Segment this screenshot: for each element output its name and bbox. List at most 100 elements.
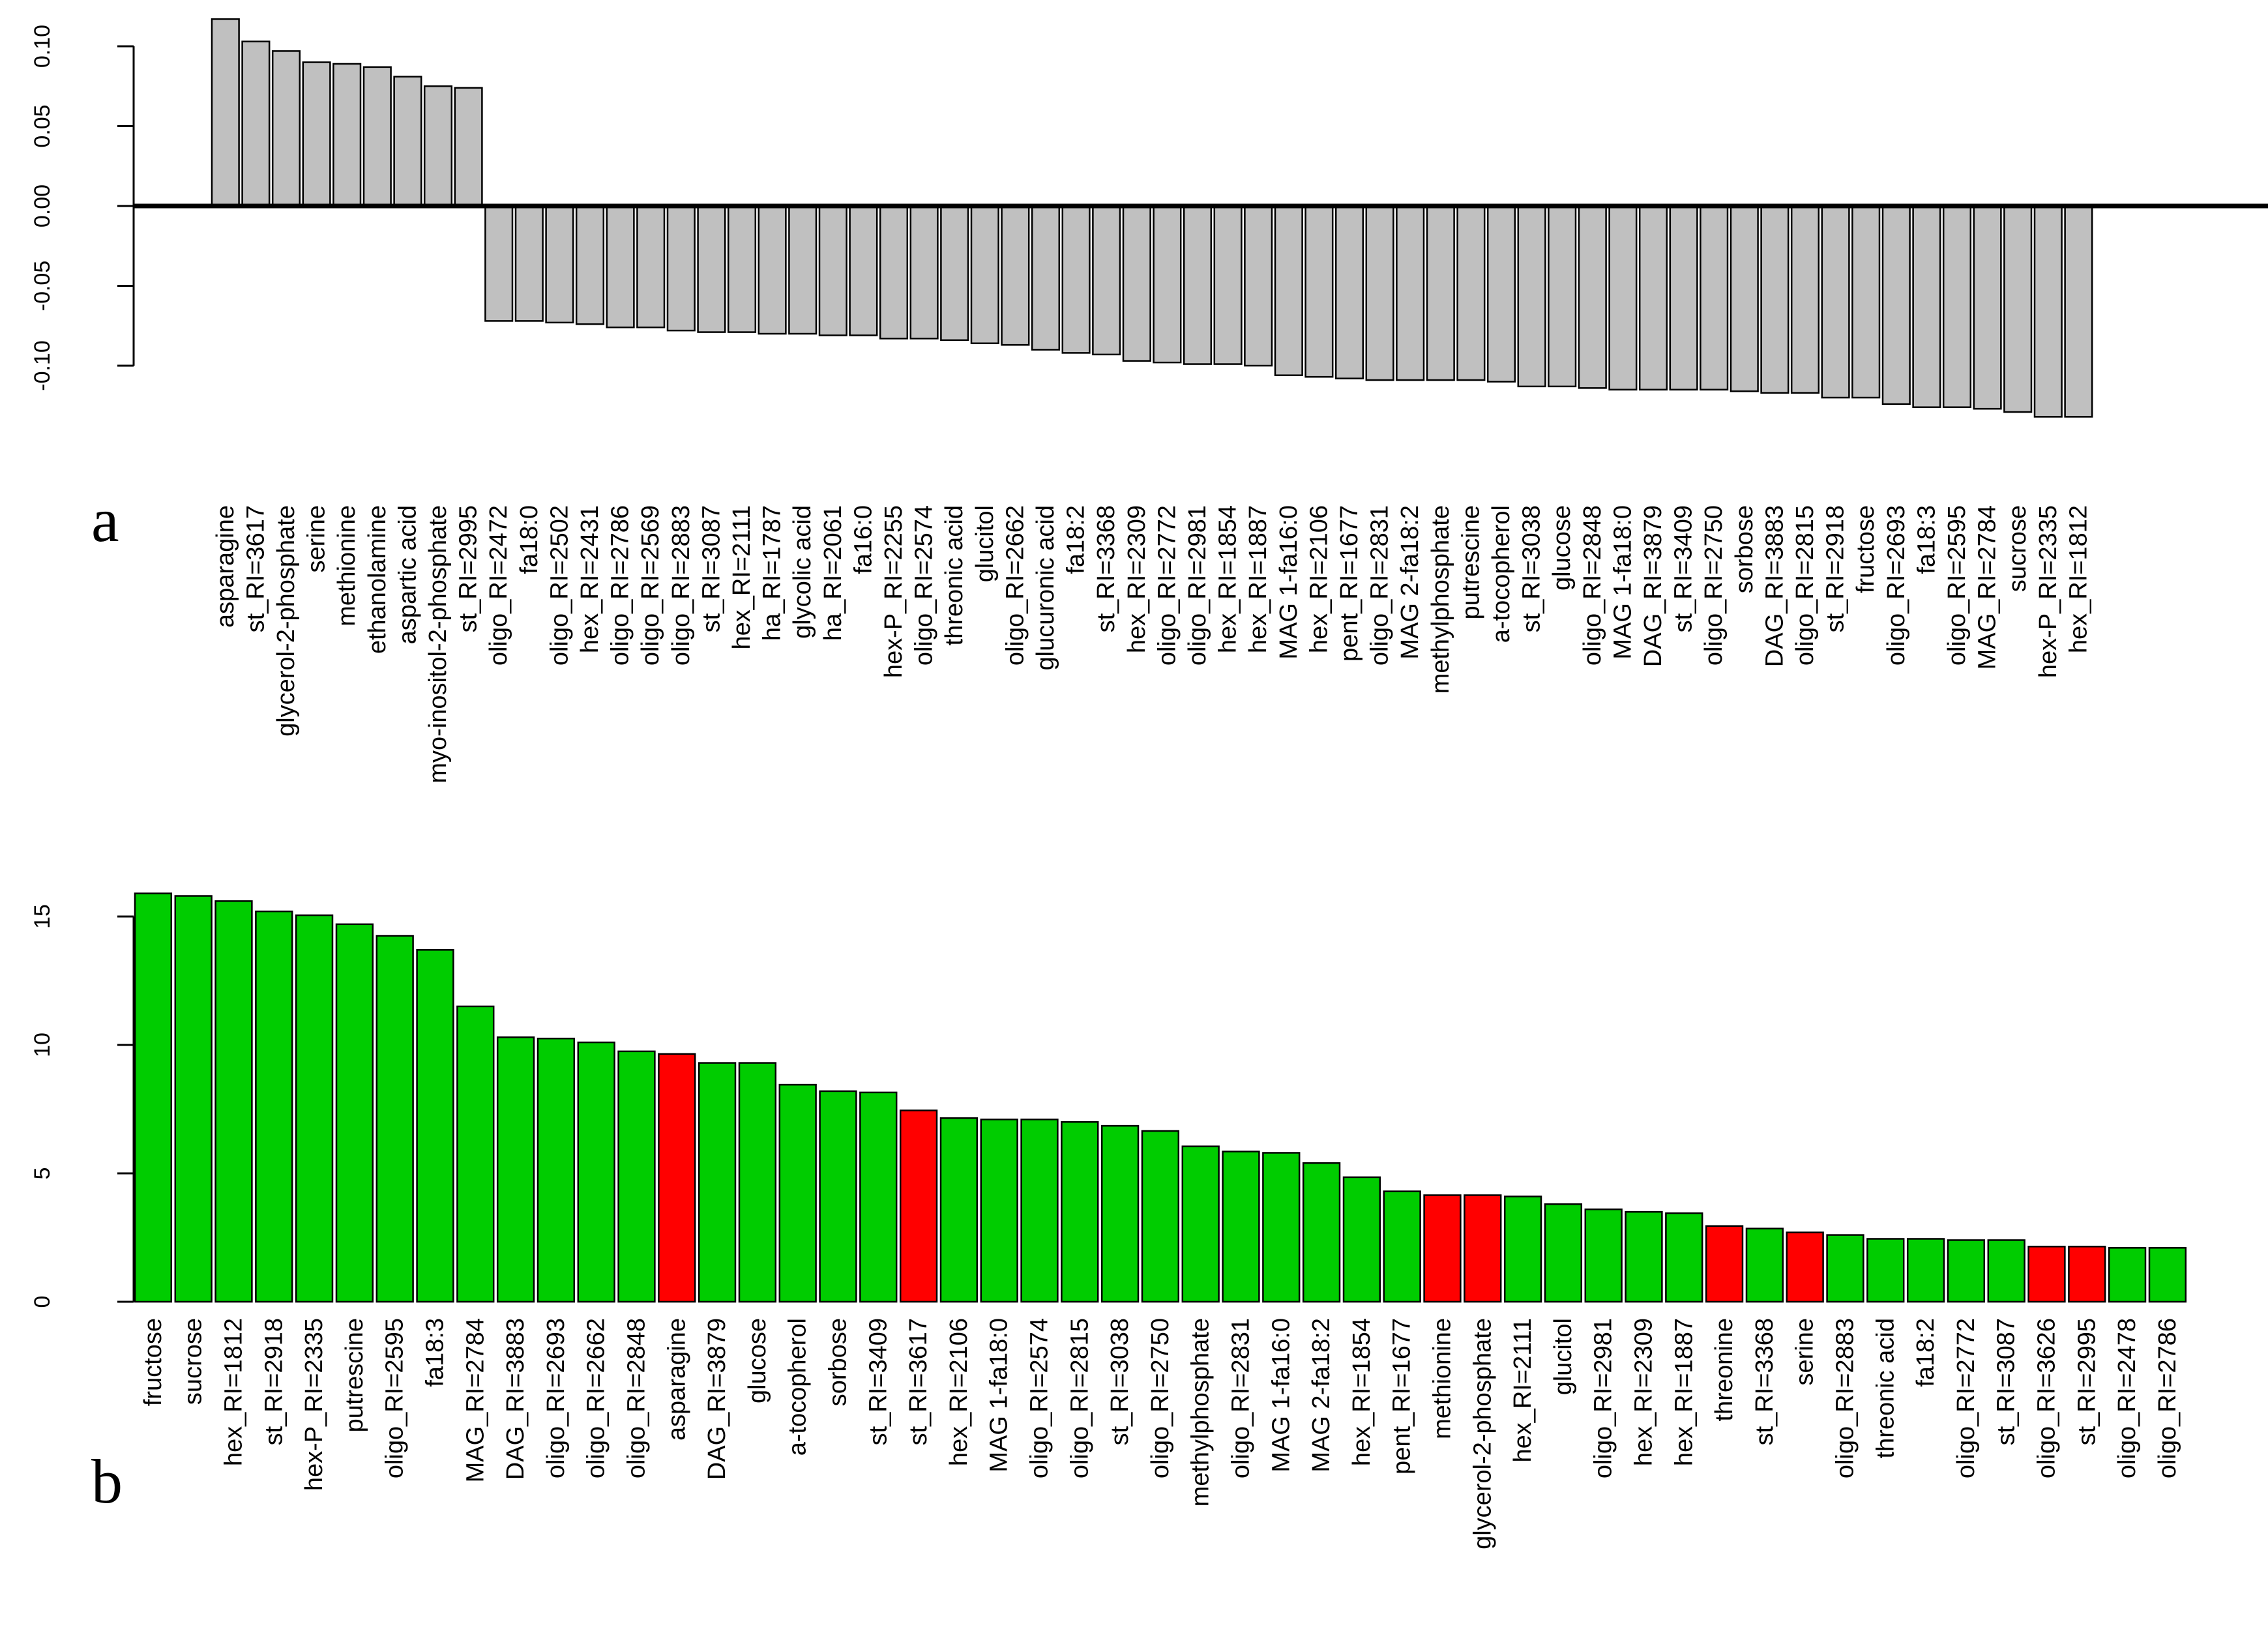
panel-a-category-label: glycerol-2-phosphate [272, 505, 300, 737]
panel-a-category-label: oligo_RI=2662 [1001, 505, 1029, 666]
panel-b-category-label: oligo_RI=2693 [542, 1318, 570, 1478]
panel-b-category-label: st_RI=3038 [1106, 1318, 1134, 1445]
panel-a-bar [849, 205, 878, 336]
panel-b-bar [698, 1062, 737, 1303]
panel-b-category-label: st_RI=3087 [1993, 1318, 2020, 1445]
panel-b-category-label: hex_RI=1887 [1670, 1318, 1698, 1466]
panel-a-bar [1881, 205, 1911, 405]
panel-b-category-label: MAG_RI=2784 [462, 1318, 489, 1482]
panel-b-category-label: MAG 1-fa18:0 [986, 1318, 1013, 1473]
panel-b-y-tick-label: 10 [30, 1033, 55, 1057]
panel-a-category-label: oligo_RI=2848 [1579, 505, 1606, 666]
panel-b-category-label: a-tocopherol [784, 1318, 812, 1456]
panel-b-bar [2068, 1246, 2106, 1303]
panel-a-bar [697, 205, 726, 333]
panel-b-category-label: oligo_RI=3626 [2033, 1318, 2061, 1478]
panel-a-bar [1669, 205, 1698, 390]
panel-a-category-label: oligo_RI=2569 [637, 505, 664, 666]
panel-a-category-label: MAG 1-fa16:0 [1275, 505, 1303, 660]
panel-b-bar [1061, 1121, 1099, 1303]
panel-a-category-label: oligo_RI=2883 [668, 505, 695, 666]
panel-b-category-label: oligo_RI=2772 [1952, 1318, 1980, 1478]
panel-b-bar [1020, 1119, 1059, 1303]
panel-b-bar [255, 910, 293, 1303]
panel-b-category-label: oligo_RI=2478 [2113, 1318, 2141, 1478]
panel-a-bar [302, 61, 331, 207]
panel-b-bar [214, 900, 253, 1303]
panel-b-bar [1262, 1152, 1301, 1303]
panel-b-bar [134, 892, 173, 1303]
panel-a-bar [1851, 205, 1881, 399]
panel-a-bar [1730, 205, 1759, 392]
panel-a-bar [362, 66, 392, 207]
panel-b-category-label: glycerol-2-phosphate [1469, 1318, 1496, 1549]
panel-b-category-label: putrescine [341, 1318, 368, 1432]
panel-a-bar [666, 205, 696, 332]
panel-b-bar [1786, 1231, 1824, 1303]
panel-a-bar [1608, 205, 1638, 390]
panel-a-bar [423, 85, 453, 207]
panel-a-category-label: MAG_RI=2784 [1974, 505, 2001, 669]
panel-a-bar [636, 205, 666, 329]
panel-b-category-label: st_RI=2995 [2073, 1318, 2100, 1445]
panel-b-category-label: fructose [140, 1318, 167, 1406]
panel-b-category-label: MAG 1-fa16:0 [1267, 1318, 1295, 1473]
panel-b-category-label: hex_RI=1812 [220, 1318, 248, 1466]
panel-b-bar [2027, 1246, 2066, 1303]
panel-a-bar [1213, 205, 1243, 365]
panel-a-category-label: asparagine [212, 505, 239, 628]
panel-b-category-label: oligo_RI=2848 [623, 1318, 651, 1478]
panel-b-bar [1987, 1239, 2025, 1303]
panel-b-category-label: oligo_RI=2831 [1228, 1318, 1255, 1478]
panel-b-category-label: methionine [1429, 1318, 1456, 1439]
panel-b-bar [1947, 1239, 1986, 1303]
panel-b-category-label: sucrose [180, 1318, 207, 1405]
panel-a-bar [1031, 205, 1061, 351]
panel-a-category-label: hex_RI=2111 [728, 505, 756, 650]
panel-a-bar [514, 205, 544, 322]
panel-b-bar [1866, 1238, 1905, 1303]
panel-a-category-label: hex_RI=2309 [1123, 505, 1151, 653]
panel-a-category-label: glucitol [971, 505, 999, 582]
panel-b-category-label: st_RI=3409 [864, 1318, 892, 1445]
panel-b-category-label: hex_RI=2309 [1630, 1318, 1658, 1466]
panel-a-bar [1790, 205, 1820, 394]
panel-a-category-label: myo-inositol-2-phosphate [424, 505, 452, 784]
panel-b-category-label: hex-P_RI=2335 [301, 1318, 328, 1491]
panel-a-category-label: DAG_RI=3879 [1640, 505, 1667, 667]
panel-a-bar [1486, 205, 1516, 383]
panel-a-bar [1517, 205, 1546, 388]
panel-a-bar [1912, 205, 1941, 408]
panel-b-bar [1584, 1208, 1623, 1303]
panel-b-bar [1906, 1238, 1945, 1303]
panel-b-bar [2108, 1247, 2147, 1303]
panel-b-bar [1705, 1225, 1744, 1303]
panel-b-bar [1625, 1211, 1663, 1303]
panel-a-category-label: st_RI=3087 [698, 505, 725, 632]
panel-b-y-tick-label: 5 [30, 1167, 55, 1180]
panel-b-category-label: oligo_RI=2595 [381, 1318, 409, 1478]
panel-a-category-label: hex_RI=2431 [576, 505, 604, 653]
panel-a-category-label: hex-P_RI=2255 [880, 505, 907, 678]
panel-a-category-label: fa18:2 [1063, 505, 1090, 574]
panel-a-category-label: hex_RI=1812 [2065, 505, 2092, 653]
panel-b-bar [1826, 1234, 1864, 1303]
panel-a-bar [1001, 205, 1030, 346]
panel-b-bar [738, 1062, 777, 1303]
panel-a-bar [788, 205, 817, 335]
panel-a-bar [1274, 205, 1303, 376]
panel-b-category-label: glucose [744, 1318, 771, 1403]
panel-b-bar [295, 914, 334, 1303]
panel-b-category-label: asparagine [663, 1318, 690, 1441]
panel-a-bar [1092, 205, 1121, 356]
panel-b-bar [1423, 1194, 1462, 1303]
panel-b-category-label: hex_RI=1854 [1348, 1318, 1376, 1466]
panel-b-y-tick-label: 15 [30, 904, 55, 929]
panel-a-bar [1700, 205, 1729, 390]
panel-a-category-label: st_RI=3368 [1093, 505, 1120, 632]
panel-a-category-label: oligo_RI=2502 [546, 505, 573, 666]
panel-b-bar [1141, 1130, 1180, 1303]
panel-b-bar [1302, 1162, 1341, 1303]
panel-a-bar [1942, 205, 1972, 408]
